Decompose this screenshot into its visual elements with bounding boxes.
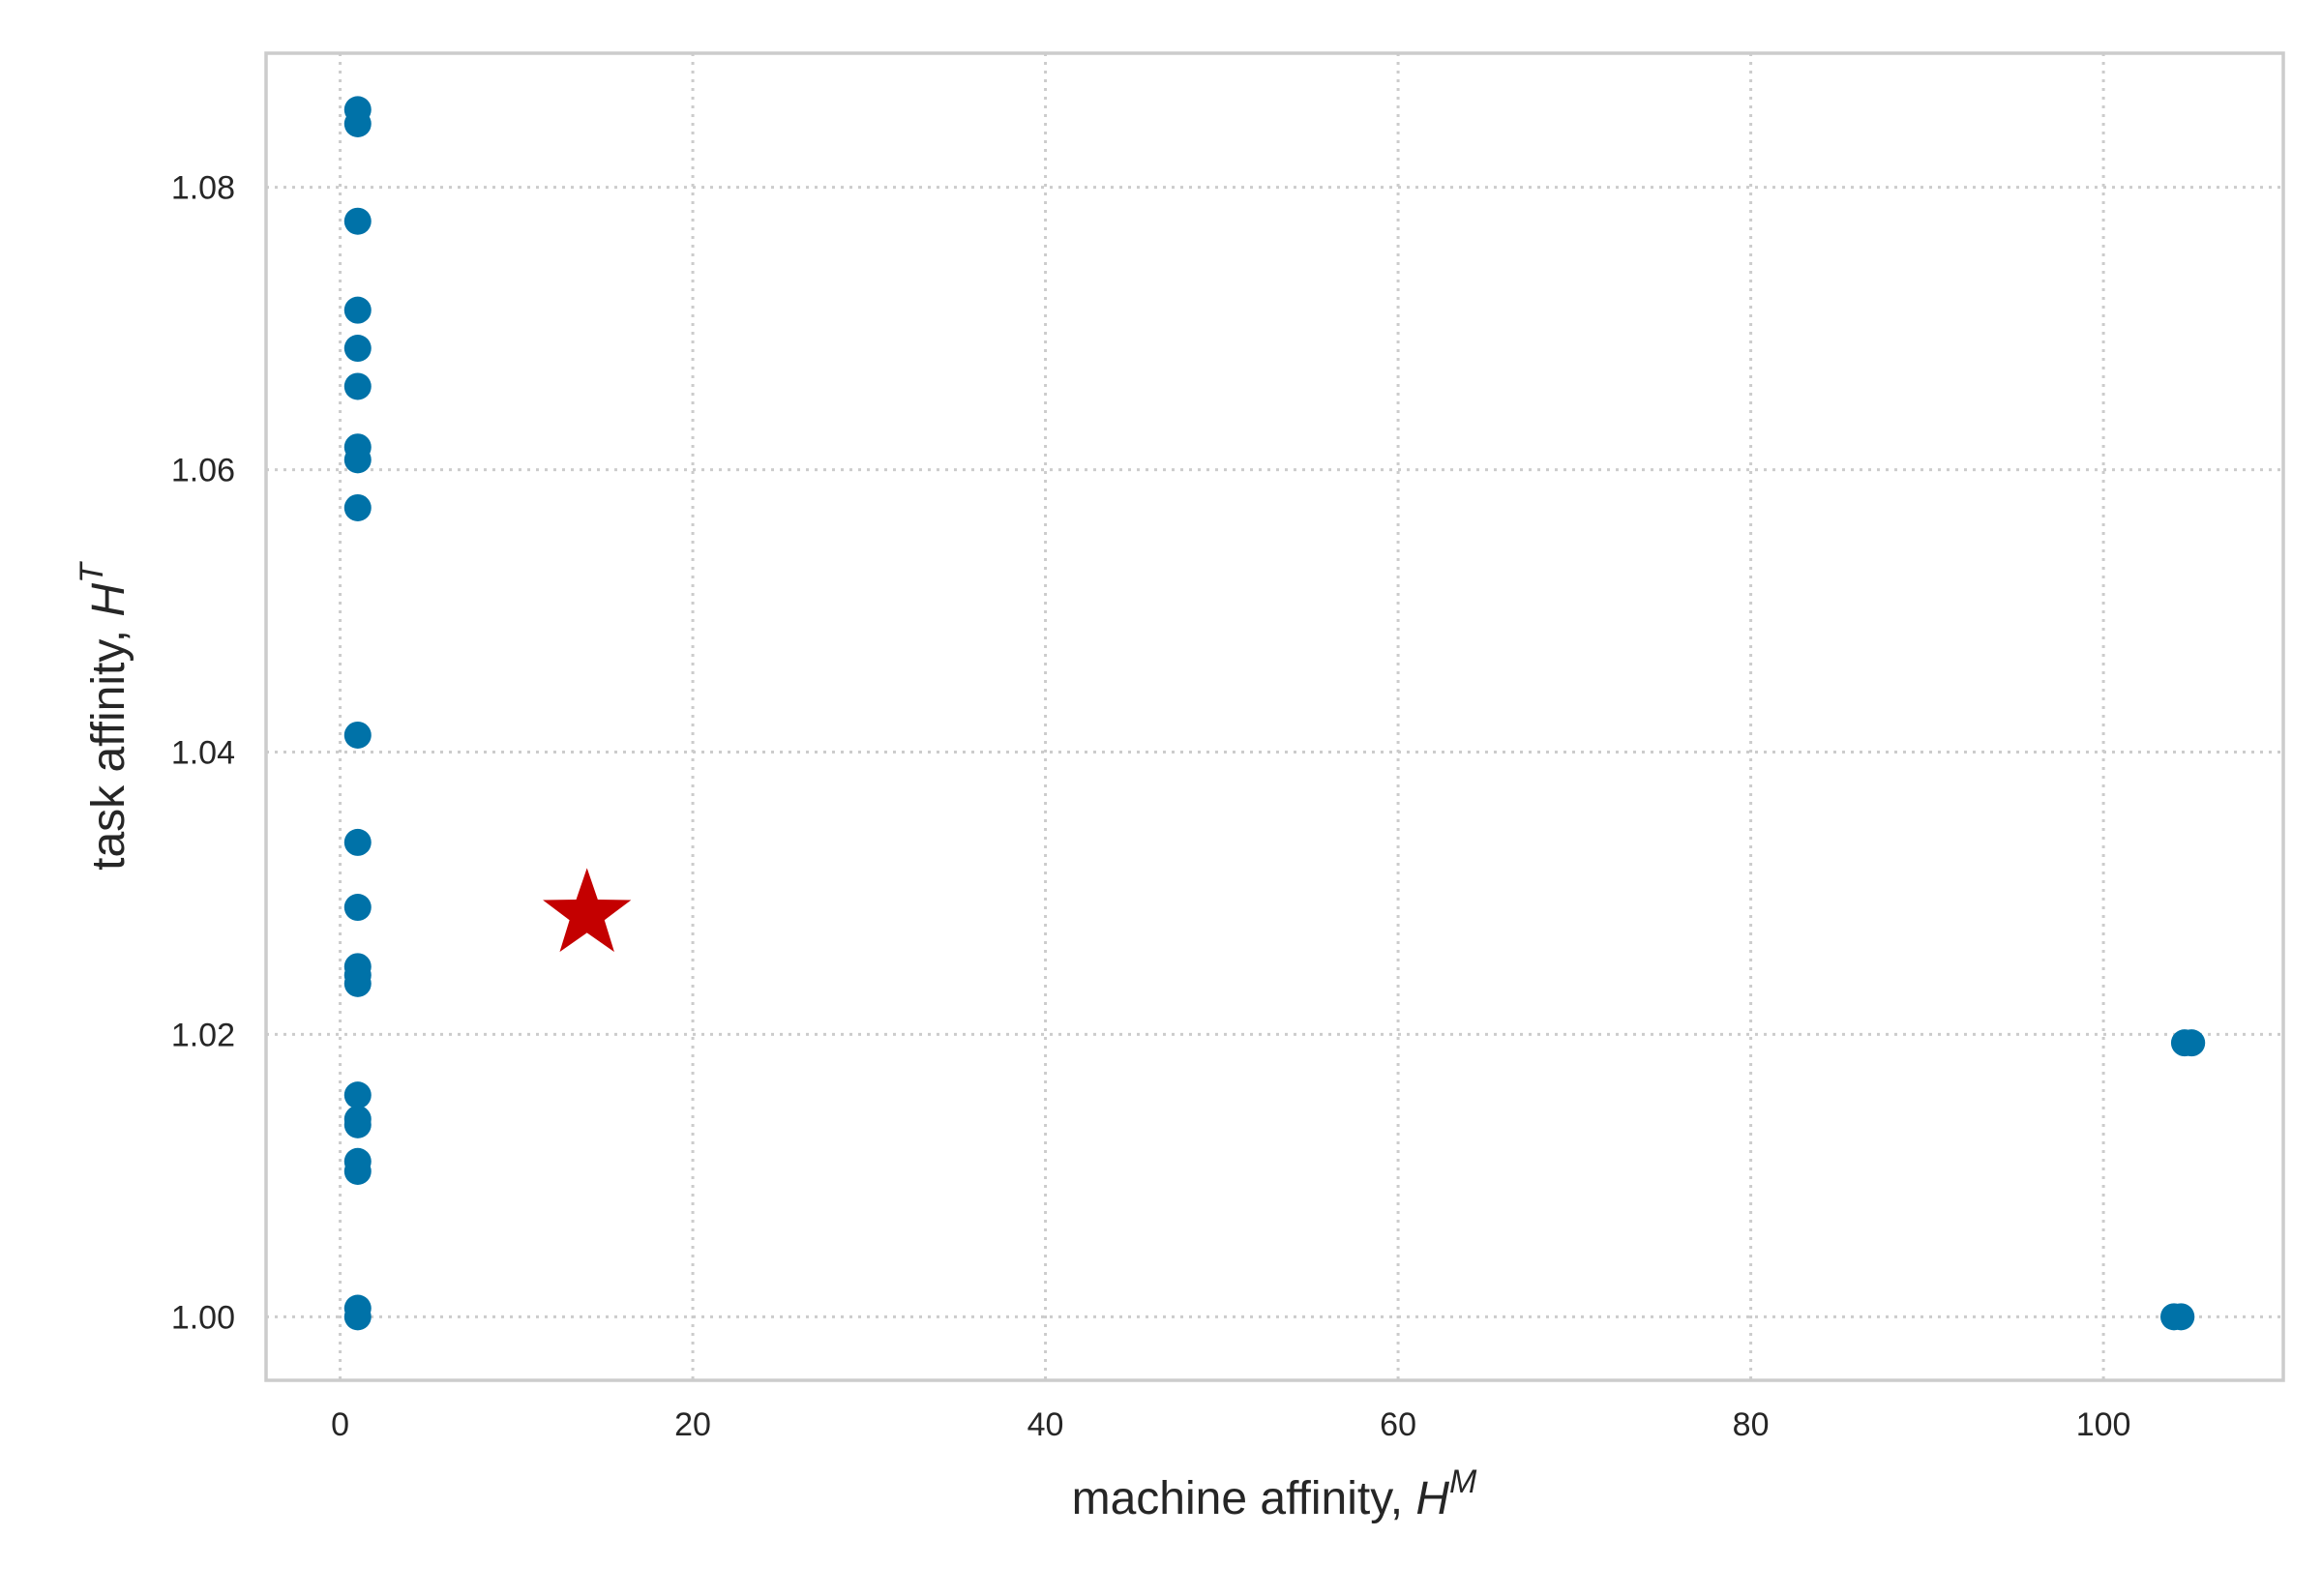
data-point	[343, 1110, 372, 1138]
data-point	[343, 1157, 372, 1185]
star-marker	[543, 868, 632, 953]
x-tick-label: 80	[1733, 1406, 1770, 1443]
data-point	[343, 1081, 372, 1109]
x-tick-label: 0	[331, 1406, 349, 1443]
data-points	[343, 96, 2206, 1331]
data-point	[343, 207, 372, 235]
x-axis-label: machine affinity, HM	[1072, 1463, 1477, 1524]
data-point	[343, 296, 372, 324]
y-tick-label: 1.06	[171, 453, 235, 489]
x-tick-label: 60	[1380, 1406, 1416, 1443]
plot-frame	[264, 51, 2285, 1382]
y-axis-label: task affinity, HT	[74, 561, 134, 871]
data-point	[343, 828, 372, 856]
data-point	[343, 335, 372, 363]
data-point	[343, 969, 372, 997]
data-point	[343, 446, 372, 474]
data-point	[343, 894, 372, 922]
data-point	[343, 493, 372, 521]
data-point	[343, 721, 372, 749]
x-tick-label: 20	[674, 1406, 711, 1443]
data-point	[2167, 1303, 2195, 1331]
y-tick-label: 1.08	[171, 170, 235, 207]
plot-area	[266, 53, 2283, 1380]
gridlines	[266, 53, 2283, 1380]
data-point	[343, 1303, 372, 1331]
y-tick-label: 1.02	[171, 1017, 235, 1053]
y-tick-labels: 1.00 1.02 1.04 1.06 1.08	[171, 170, 235, 1337]
x-tick-labels: 0 20 40 60 80 100	[331, 1406, 2130, 1443]
y-tick-label: 1.00	[171, 1299, 235, 1336]
data-point	[343, 109, 372, 137]
data-point	[343, 372, 372, 400]
data-point	[2178, 1029, 2206, 1057]
x-tick-label: 100	[2076, 1406, 2131, 1443]
x-tick-label: 40	[1027, 1406, 1064, 1443]
y-tick-label: 1.04	[171, 734, 235, 771]
